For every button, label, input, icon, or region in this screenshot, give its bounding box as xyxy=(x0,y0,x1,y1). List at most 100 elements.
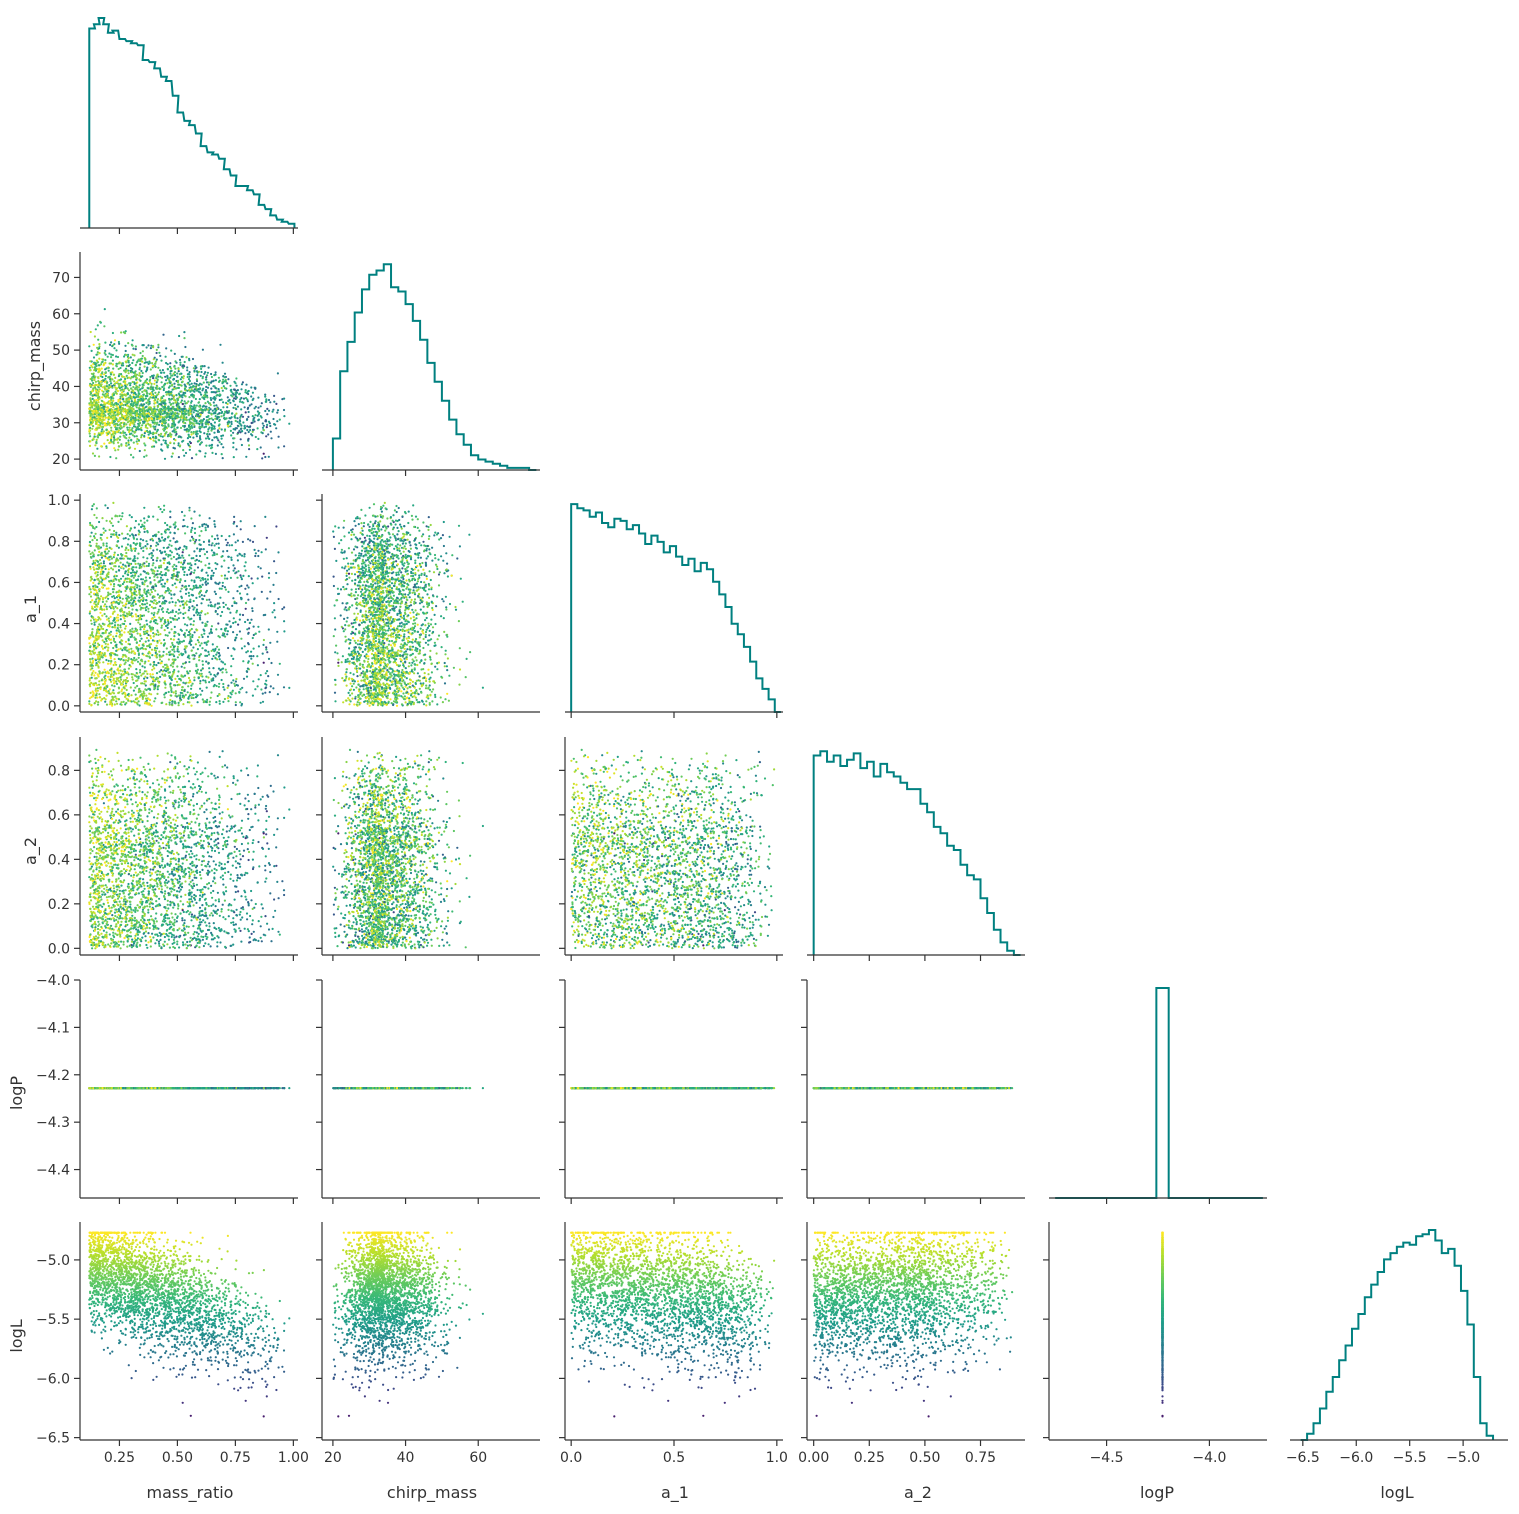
scatter-point xyxy=(141,434,143,436)
scatter-point xyxy=(264,396,266,398)
scatter-point xyxy=(189,391,191,393)
scatter-point xyxy=(237,389,239,391)
scatter-point xyxy=(163,372,165,374)
scatter-point xyxy=(134,448,136,450)
scatter-point xyxy=(193,367,195,369)
scatter-point xyxy=(129,384,131,386)
scatter-point xyxy=(257,427,259,429)
scatter-point xyxy=(98,401,100,403)
scatter-point xyxy=(155,361,157,363)
scatter-point xyxy=(127,441,129,443)
scatter-point xyxy=(251,422,253,424)
scatter-point xyxy=(133,442,135,444)
scatter-point xyxy=(267,433,269,435)
scatter-point xyxy=(158,409,160,411)
scatter-point xyxy=(146,367,148,369)
scatter-point xyxy=(128,431,130,433)
scatter-point xyxy=(161,386,163,388)
scatter-point xyxy=(144,366,146,368)
scatter-point xyxy=(154,363,156,365)
scatter-point xyxy=(189,449,191,451)
scatter-point xyxy=(260,446,262,448)
scatter-point xyxy=(253,429,255,431)
scatter-point xyxy=(213,436,215,438)
scatter-point xyxy=(224,430,226,432)
scatter-point xyxy=(219,419,221,421)
scatter-point xyxy=(144,449,146,451)
scatter-point xyxy=(220,443,222,445)
scatter-point xyxy=(89,445,91,447)
scatter-point xyxy=(248,411,250,413)
scatter-point xyxy=(126,375,128,377)
scatter-point xyxy=(128,427,130,429)
scatter-point xyxy=(130,454,132,456)
scatter-point xyxy=(179,359,181,361)
scatter-point xyxy=(96,439,98,441)
scatter-point xyxy=(103,443,105,445)
scatter-point xyxy=(110,427,112,429)
scatter-point xyxy=(208,445,210,447)
scatter-point xyxy=(153,406,155,408)
scatter-point xyxy=(183,331,185,333)
scatter-point xyxy=(248,390,250,392)
scatter-point xyxy=(163,387,165,389)
scatter-point xyxy=(129,424,131,426)
scatter-point xyxy=(123,404,125,406)
scatter-point xyxy=(210,373,212,375)
scatter-point xyxy=(129,433,131,435)
scatter-point xyxy=(266,413,268,415)
scatter-point xyxy=(204,455,206,457)
scatter-point xyxy=(204,406,206,408)
scatter-point xyxy=(187,382,189,384)
scatter-point xyxy=(143,442,145,444)
scatter-point xyxy=(128,444,130,446)
scatter-point xyxy=(95,354,97,356)
scatter-point xyxy=(147,431,149,433)
scatter-point xyxy=(206,433,208,435)
scatter-point xyxy=(211,376,213,378)
scatter-point xyxy=(183,375,185,377)
scatter-point xyxy=(198,371,200,373)
scatter-point xyxy=(148,403,150,405)
scatter-point xyxy=(266,408,268,410)
scatter-point xyxy=(133,354,135,356)
scatter-point xyxy=(187,376,189,378)
scatter-point xyxy=(142,386,144,388)
scatter-point xyxy=(157,346,159,348)
scatter-point xyxy=(91,373,93,375)
scatter-point xyxy=(125,423,127,425)
scatter-point xyxy=(215,453,217,455)
scatter-point xyxy=(136,386,138,388)
scatter-point xyxy=(154,379,156,381)
scatter-point xyxy=(145,455,147,457)
scatter-point xyxy=(252,392,254,394)
scatter-point xyxy=(115,363,117,365)
scatter-point xyxy=(229,385,231,387)
scatter-point xyxy=(175,394,177,396)
scatter-point xyxy=(190,431,192,433)
scatter-point xyxy=(218,388,220,390)
scatter-point xyxy=(240,438,242,440)
scatter-point xyxy=(205,437,207,439)
scatter-point xyxy=(222,457,224,459)
scatter-point xyxy=(105,375,107,377)
scatter-point xyxy=(97,339,99,341)
scatter-point xyxy=(213,425,215,427)
scatter-point xyxy=(109,344,111,346)
scatter-point xyxy=(115,457,117,459)
scatter-point xyxy=(205,445,207,447)
scatter-point xyxy=(266,426,268,428)
scatter-point xyxy=(97,377,99,379)
scatter-point xyxy=(211,452,213,454)
scatter-point xyxy=(206,374,208,376)
scatter-point xyxy=(114,377,116,379)
scatter-point xyxy=(226,412,228,414)
scatter-point xyxy=(174,368,176,370)
scatter-point xyxy=(211,439,213,441)
scatter-point xyxy=(238,422,240,424)
scatter-point xyxy=(91,366,93,368)
scatter-point xyxy=(117,449,119,451)
scatter-point xyxy=(283,398,285,400)
scatter-point xyxy=(272,411,274,413)
scatter-point xyxy=(234,428,236,430)
